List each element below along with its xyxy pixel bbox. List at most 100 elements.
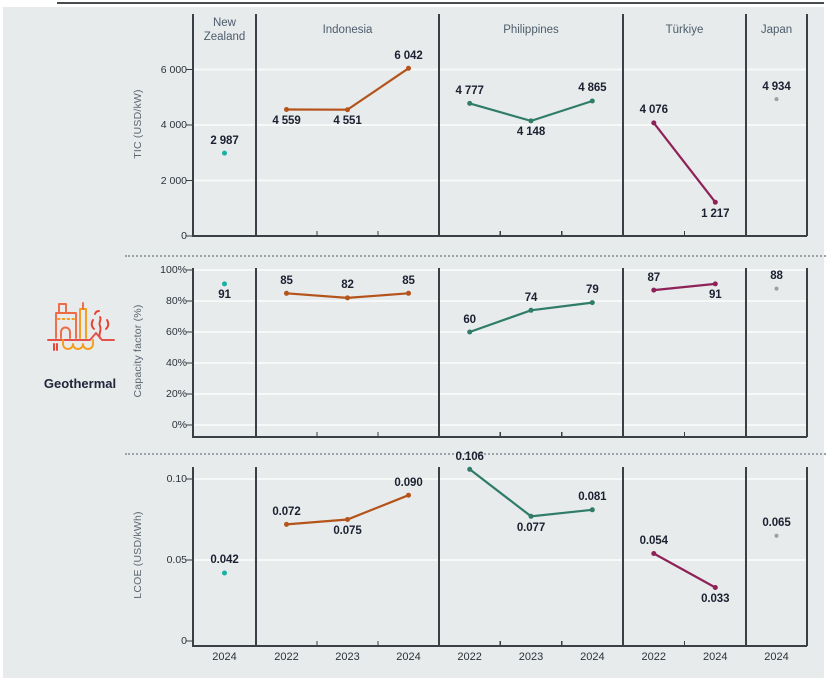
- data-label-indonesia: 82: [341, 279, 354, 292]
- column-header-indonesia: Indonesia: [322, 24, 373, 36]
- data-point-new-zealand: [222, 281, 227, 287]
- data-label-philippines: 0.081: [578, 491, 607, 504]
- data-label-indonesia: 0.075: [333, 525, 362, 537]
- data-line-t-rkiye: [653, 552, 716, 589]
- x-tick-label-year: 2024: [212, 651, 237, 663]
- x-tick-label-year: 2022: [641, 651, 666, 663]
- data-point-new-zealand: [222, 570, 227, 576]
- data-label-t-rkiye: 4 076: [639, 104, 668, 117]
- data-point-indonesia: [284, 107, 289, 112]
- x-tick-label-year: 2023: [335, 651, 360, 663]
- data-label-philippines: 0.077: [516, 521, 546, 534]
- data-label-indonesia: 4 551: [333, 115, 362, 128]
- data-point-philippines: [589, 507, 595, 513]
- row-separator-dotted: [125, 255, 826, 257]
- data-line-philippines: [469, 301, 593, 334]
- data-label-philippines: 4 777: [455, 84, 484, 97]
- data-label-indonesia: 6 042: [394, 49, 423, 62]
- data-label-t-rkiye: 87: [647, 271, 661, 284]
- x-tick-label-year: 2022: [274, 651, 299, 663]
- data-line-philippines: [469, 468, 593, 518]
- data-line-indonesia: [286, 67, 410, 111]
- data-label-philippines: 60: [463, 313, 476, 326]
- y-tick-label: 0%: [171, 419, 187, 431]
- data-point-indonesia: [406, 492, 411, 498]
- data-point-philippines: [589, 300, 595, 306]
- data-point-japan: [774, 97, 779, 102]
- data-label-new-zealand: 91: [218, 289, 231, 302]
- data-label-t-rkiye: 0.054: [639, 535, 668, 548]
- data-point-japan: [774, 286, 779, 291]
- y-tick-label: 0: [181, 230, 187, 242]
- y-tick-label: 0.10: [166, 473, 187, 485]
- x-tick-label-year: 2024: [764, 651, 789, 663]
- data-point-indonesia: [284, 290, 289, 296]
- y-tick-label: 4 000: [160, 119, 187, 131]
- x-tick-label-year: 2024: [396, 651, 421, 663]
- data-label-new-zealand: 0.042: [210, 554, 239, 567]
- technology-label: Geothermal: [43, 376, 117, 391]
- y-axis-label-capacity-factor: Capacity factor (%): [132, 304, 144, 398]
- data-label-t-rkiye: 91: [708, 289, 722, 302]
- data-point-t-rkiye: [651, 287, 657, 293]
- data-label-philippines: 4 148: [516, 126, 546, 139]
- data-point-philippines: [528, 513, 534, 519]
- y-tick-label: 80%: [165, 295, 187, 307]
- data-point-indonesia: [406, 65, 411, 71]
- figure-top-border: [57, 2, 824, 4]
- data-point-t-rkiye: [712, 199, 718, 205]
- data-point-t-rkiye: [651, 551, 657, 556]
- data-label-indonesia: 85: [280, 274, 293, 287]
- data-point-t-rkiye: [712, 281, 718, 287]
- data-label-philippines: 0.106: [455, 450, 484, 463]
- x-tick-label-year: 2022: [457, 651, 482, 663]
- data-point-philippines: [589, 98, 595, 104]
- data-label-philippines: 79: [586, 284, 599, 297]
- geothermal-icon: [47, 302, 115, 351]
- data-point-new-zealand: [222, 150, 227, 156]
- data-point-t-rkiye: [712, 585, 718, 590]
- data-label-japan: 4 934: [762, 80, 791, 93]
- y-tick-label: 6 000: [160, 63, 187, 76]
- data-label-t-rkiye: 1 217: [701, 207, 730, 220]
- data-label-japan: 88: [770, 270, 783, 283]
- y-tick-label: 20%: [165, 388, 187, 400]
- column-header-japan: Japan: [760, 24, 793, 36]
- y-tick-label: 60%: [165, 326, 187, 338]
- data-point-japan: [774, 533, 779, 538]
- column-header-new-zealand: New Zealand: [203, 17, 246, 43]
- figure-background: [3, 7, 824, 678]
- data-label-indonesia: 85: [402, 274, 415, 287]
- x-tick-label-year: 2024: [703, 651, 728, 663]
- data-line-philippines: [469, 99, 593, 123]
- data-line-t-rkiye: [652, 122, 717, 203]
- y-tick-label: 100%: [160, 264, 187, 276]
- y-tick-label: 40%: [165, 357, 187, 369]
- data-label-new-zealand: 2 987: [210, 134, 239, 147]
- data-point-indonesia: [284, 521, 289, 527]
- data-point-philippines: [467, 329, 473, 335]
- data-point-philippines: [528, 307, 534, 313]
- row-separator-dotted: [125, 453, 826, 455]
- data-point-philippines: [467, 100, 473, 106]
- y-tick-label: 0.05: [166, 554, 187, 566]
- data-label-philippines: 74: [524, 291, 538, 304]
- data-label-indonesia: 0.072: [272, 505, 301, 518]
- data-label-philippines: 4 865: [578, 82, 607, 95]
- data-label-japan: 0.065: [762, 517, 791, 530]
- data-point-philippines: [467, 466, 473, 472]
- y-tick-label: 0: [181, 635, 187, 647]
- data-point-t-rkiye: [651, 120, 657, 126]
- column-header-philippines: Philippines: [503, 24, 559, 36]
- data-point-indonesia: [345, 295, 350, 301]
- data-label-indonesia: 0.090: [394, 476, 423, 489]
- data-line-t-rkiye: [653, 282, 716, 292]
- data-point-philippines: [528, 118, 534, 124]
- x-tick-label-year: 2024: [580, 651, 605, 663]
- column-header-turkiye: Türkiye: [665, 24, 704, 36]
- data-point-indonesia: [345, 107, 350, 113]
- y-tick-label: 2 000: [160, 174, 187, 187]
- data-label-indonesia: 4 559: [272, 114, 301, 127]
- data-point-indonesia: [345, 517, 350, 522]
